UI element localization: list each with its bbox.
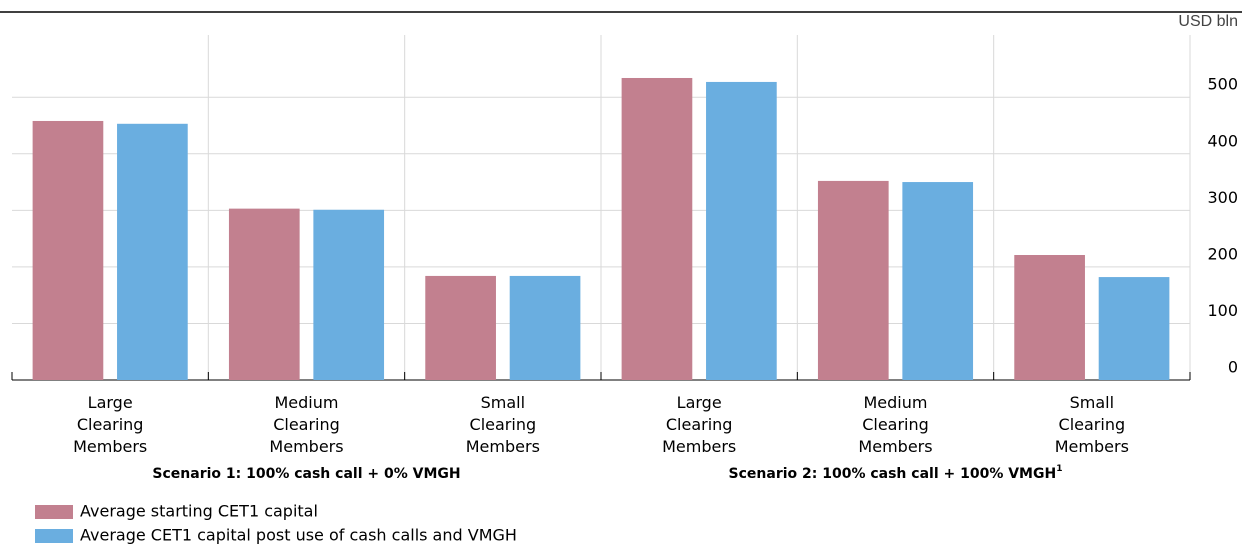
y-tick-label: 500	[1207, 75, 1238, 94]
bar	[1098, 277, 1170, 380]
group-label: Scenario 2: 100% cash call + 100% VMGH1	[729, 464, 1063, 483]
x-tick-label: Large Clearing Members	[662, 393, 736, 456]
legend-swatch	[35, 505, 73, 519]
legend-label: Average CET1 capital post use of cash ca…	[80, 526, 517, 545]
bar	[902, 182, 974, 380]
bar	[313, 209, 385, 380]
y-tick-label: 300	[1207, 188, 1238, 207]
bar	[706, 81, 777, 380]
bar	[509, 275, 581, 380]
y-tick-label: 0	[1228, 358, 1238, 377]
y-tick-label: 400	[1207, 131, 1238, 150]
bar	[228, 208, 300, 380]
legend-swatch	[35, 529, 73, 543]
bar	[817, 180, 889, 380]
x-tick-label: Medium Clearing Members	[858, 393, 932, 456]
bar	[32, 120, 104, 380]
x-tick-label: Medium Clearing Members	[269, 393, 343, 456]
x-tick-label: Small Clearing Members	[1055, 393, 1129, 456]
x-tick-label: Small Clearing Members	[466, 393, 540, 456]
bar	[621, 77, 693, 380]
y-tick-label: 100	[1207, 301, 1238, 320]
y-tick-label: 200	[1207, 244, 1238, 263]
bar	[425, 275, 496, 380]
bar	[1014, 255, 1085, 380]
bar	[117, 123, 188, 381]
group-label: Scenario 1: 100% cash call + 0% VMGH	[152, 466, 460, 482]
footnote-marker: 1	[1056, 464, 1062, 474]
y-unit: USD bln	[1178, 13, 1238, 30]
x-tick-label: Large Clearing Members	[73, 393, 147, 456]
legend-label: Average starting CET1 capital	[80, 502, 318, 521]
